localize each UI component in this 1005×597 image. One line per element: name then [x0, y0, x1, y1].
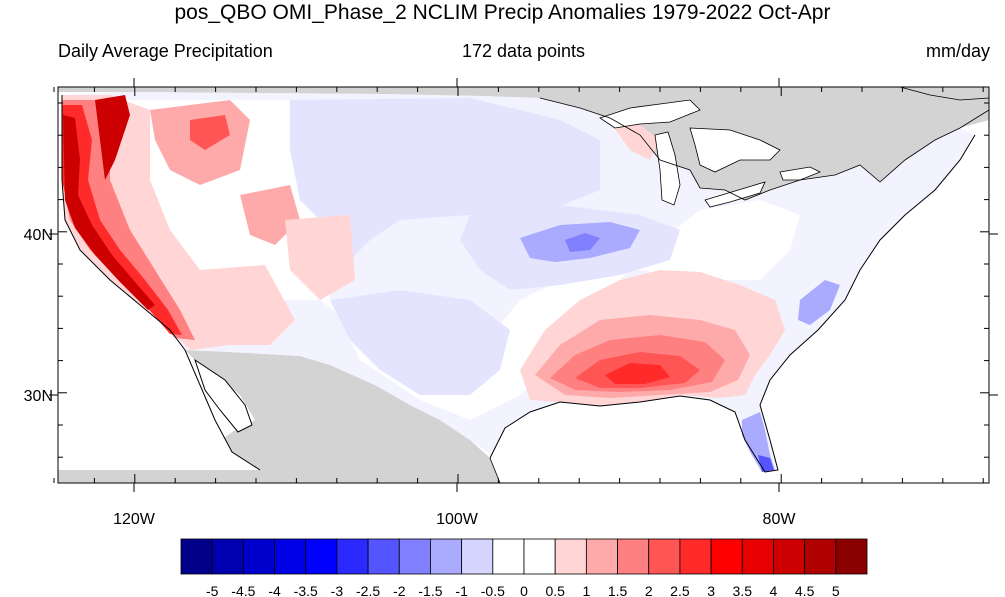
- red-anomaly-utah: [240, 185, 300, 245]
- pale-blue-plains: [290, 98, 600, 270]
- colorbar-swatch: [617, 538, 650, 575]
- colorbar-swatch: [804, 538, 837, 575]
- colorbar-label: 2.5: [670, 583, 690, 597]
- gulf-of-mexico: [490, 395, 775, 483]
- colorbar-label: -4.5: [231, 583, 255, 597]
- red-anomaly-colorado: [285, 215, 355, 300]
- red-anomaly-cascades: [95, 95, 130, 180]
- colorbar-label: -3.5: [294, 583, 318, 597]
- blue-anomaly-midatlantic: [798, 280, 840, 325]
- coastline-hudson: [899, 87, 989, 101]
- colorbar-label: 4: [770, 583, 778, 597]
- colorbar-swatch: [211, 538, 244, 575]
- mexico-land: [58, 350, 500, 483]
- colorbar-label: 0.5: [545, 583, 565, 597]
- red-anomaly-greatlakes: [612, 125, 660, 160]
- colorbar-swatch: [180, 538, 213, 575]
- lat-label-40n: 40N: [24, 227, 53, 244]
- subtitle-units: mm/day: [925, 41, 990, 61]
- map-area: [58, 87, 989, 483]
- lake-michigan: [654, 131, 681, 206]
- colorbar-swatch: [305, 538, 338, 575]
- red-anomaly-westcoast-max: [63, 115, 155, 310]
- colorbar-swatch: [835, 538, 868, 575]
- gulf-of-california: [195, 360, 252, 432]
- colorbar-swatch: [336, 538, 369, 575]
- coastline-gulf: [489, 134, 976, 473]
- pacific-mexico: [58, 355, 260, 470]
- colorbar-label: 3.5: [733, 583, 753, 597]
- colorbar-swatch: [242, 538, 275, 575]
- colorbar-swatch: [710, 538, 743, 575]
- colorbar-swatch: [648, 538, 681, 575]
- canada-land: [58, 87, 989, 200]
- coastline-north: [539, 97, 989, 201]
- neutral-interior: [120, 100, 800, 420]
- colorbar-label: -2: [393, 583, 406, 597]
- red-anomaly-arizona: [200, 265, 295, 345]
- colorbar-label: -1: [455, 583, 468, 597]
- coastline-baja: [184, 349, 261, 471]
- lake-ontario: [779, 166, 821, 181]
- lon-label-120w: 120W: [113, 511, 156, 528]
- coastline-pacific: [61, 95, 186, 351]
- red-anomaly-southeast-max: [605, 363, 670, 384]
- coastline-gulf-mexico: [194, 358, 253, 433]
- colorbar-label: 2: [645, 583, 653, 597]
- atlantic: [760, 150, 989, 483]
- subtitle-left: Daily Average Precipitation: [58, 41, 273, 61]
- colorbar-swatch: [367, 538, 400, 575]
- colorbar-swatch: [741, 538, 774, 575]
- colorbar-swatch: [398, 538, 431, 575]
- colorbar-label: 4.5: [795, 583, 815, 597]
- pale-blue-texas: [330, 290, 510, 395]
- colorbar-swatch: [554, 538, 587, 575]
- lat-label-30n: 30N: [24, 388, 53, 405]
- colorbar-label: -3: [331, 583, 344, 597]
- colorbar-label: 1.5: [608, 583, 628, 597]
- lake-erie: [704, 181, 766, 208]
- colorbar-swatch: [679, 538, 712, 575]
- colorbar-swatch: [523, 538, 556, 575]
- lake-huron: [689, 127, 781, 173]
- red-anomaly-idaho-core: [190, 115, 230, 150]
- colorbar-swatch: [492, 538, 525, 575]
- colorbar-label: -1.5: [418, 583, 442, 597]
- colorbar-label: -5: [206, 583, 219, 597]
- subtitle-center: 172 data points: [461, 41, 586, 61]
- colorbar-label: -4: [268, 583, 281, 597]
- map-frame: [57, 86, 990, 484]
- lon-label-80w: 80W: [763, 511, 797, 528]
- colorbar: -5 -4.5 -4 -3.5 -3 -2.5 -2 -1.5 -1 -0.5 0 0.5 1 1.5 2 2…: [180, 538, 868, 597]
- colorbar-swatch: [461, 538, 494, 575]
- colorbar-label: 0: [520, 583, 528, 597]
- colorbar-swatch: [430, 538, 463, 575]
- colorbar-label: 3: [707, 583, 715, 597]
- colorbar-swatch: [773, 538, 806, 575]
- lake-superior: [599, 99, 701, 129]
- map-title: pos_QBO OMI_Phase_2 NCLIM Precip Anomali…: [174, 1, 831, 24]
- lon-label-100w: 100W: [436, 511, 479, 528]
- colorbar-label: 1: [582, 583, 590, 597]
- colorbar-label: -2.5: [356, 583, 380, 597]
- red-anomaly-westcoast-mid: [62, 100, 195, 340]
- blue-anomaly-florida: [742, 412, 775, 472]
- colorbar-label: 5: [832, 583, 840, 597]
- colorbar-label: -0.5: [481, 583, 505, 597]
- colorbar-swatch: [585, 538, 618, 575]
- colorbar-swatch: [274, 538, 307, 575]
- axis-ticks: [49, 78, 998, 492]
- blue-anomaly-core: [565, 233, 600, 252]
